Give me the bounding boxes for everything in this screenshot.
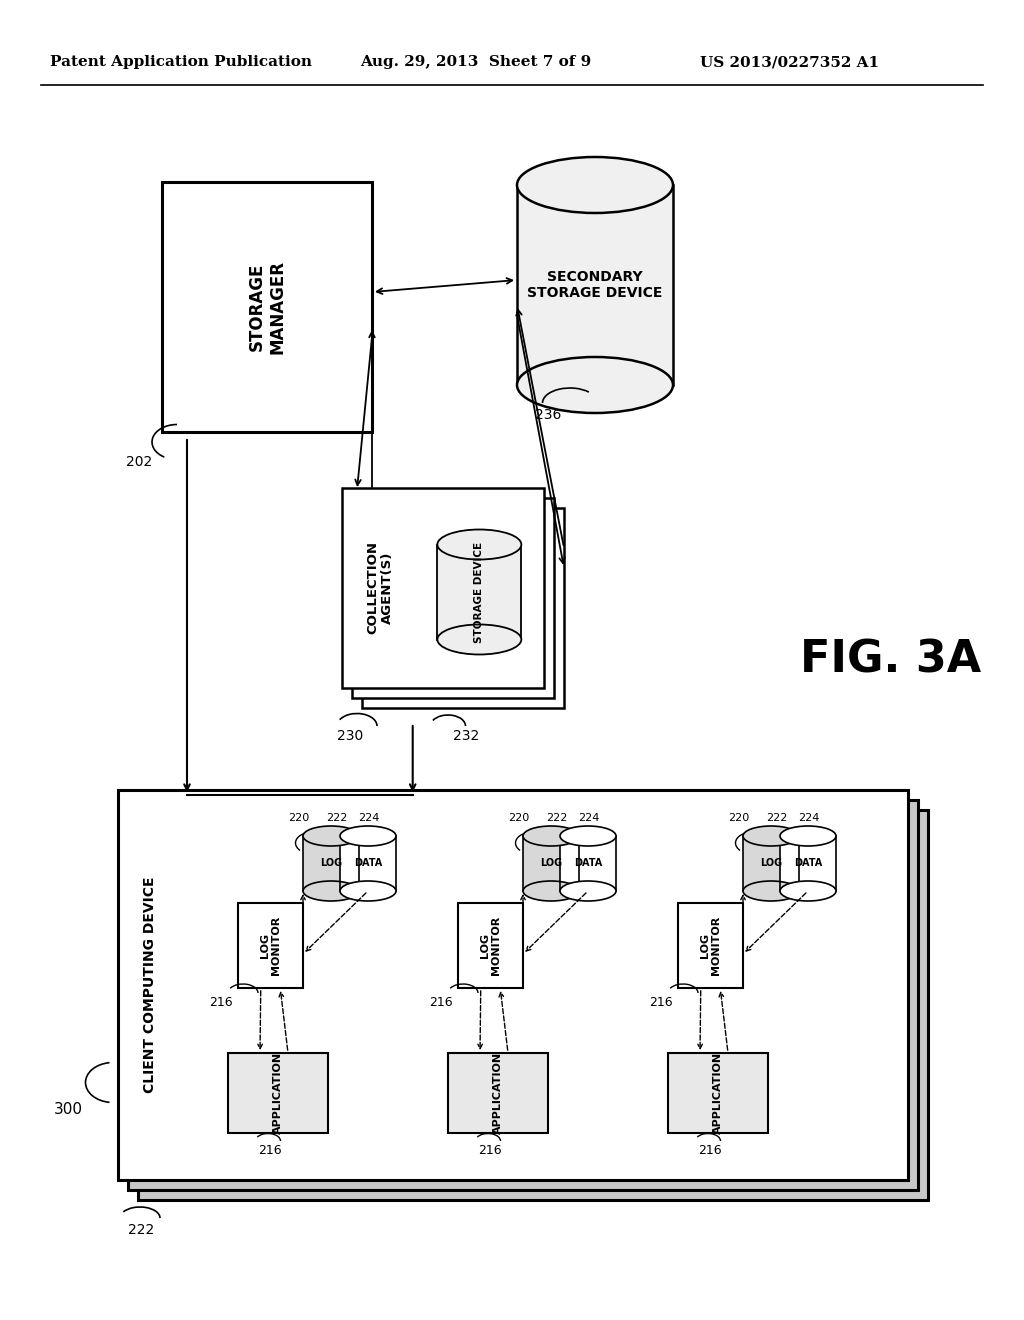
Text: DATA: DATA <box>354 858 382 869</box>
Text: DATA: DATA <box>573 858 602 869</box>
Text: 216: 216 <box>209 997 233 1010</box>
Text: DATA: DATA <box>794 858 822 869</box>
Bar <box>228 1053 328 1133</box>
Bar <box>449 1053 548 1133</box>
Text: 300: 300 <box>54 1102 83 1117</box>
Text: LOG
MONITOR: LOG MONITOR <box>479 916 502 975</box>
Text: 232: 232 <box>453 729 479 743</box>
Ellipse shape <box>437 529 521 560</box>
Ellipse shape <box>743 880 799 902</box>
Bar <box>342 488 544 688</box>
Text: 236: 236 <box>535 408 561 422</box>
Text: 224: 224 <box>798 813 819 822</box>
Ellipse shape <box>517 356 673 413</box>
Bar <box>238 903 303 987</box>
Ellipse shape <box>437 624 521 655</box>
Ellipse shape <box>303 826 359 846</box>
Bar <box>128 800 918 1191</box>
Bar <box>138 810 928 1200</box>
Bar <box>340 836 396 891</box>
Text: LOG: LOG <box>540 858 562 869</box>
Bar <box>743 836 799 891</box>
Text: Aug. 29, 2013  Sheet 7 of 9: Aug. 29, 2013 Sheet 7 of 9 <box>360 55 591 69</box>
Bar <box>162 182 372 432</box>
Bar <box>437 544 521 639</box>
Text: LOG: LOG <box>319 858 342 869</box>
Text: 216: 216 <box>698 1144 722 1158</box>
Text: 224: 224 <box>578 813 599 822</box>
Text: APPLICATION: APPLICATION <box>713 1052 723 1134</box>
Bar <box>678 903 743 987</box>
Bar <box>458 903 523 987</box>
Ellipse shape <box>560 880 616 902</box>
Ellipse shape <box>560 826 616 846</box>
Text: LOG
MONITOR: LOG MONITOR <box>260 916 282 975</box>
Text: 202: 202 <box>126 455 152 469</box>
Text: STORAGE
MANAGER: STORAGE MANAGER <box>248 260 287 354</box>
Ellipse shape <box>340 880 396 902</box>
Text: 222: 222 <box>128 1224 155 1237</box>
Text: 222: 222 <box>766 813 787 822</box>
Bar <box>668 1053 768 1133</box>
Bar <box>362 508 564 708</box>
Text: 216: 216 <box>429 997 453 1010</box>
Ellipse shape <box>780 826 836 846</box>
Ellipse shape <box>303 880 359 902</box>
Text: LOG
MONITOR: LOG MONITOR <box>699 916 721 975</box>
Text: 224: 224 <box>358 813 379 822</box>
Ellipse shape <box>780 880 836 902</box>
Text: SECONDARY
STORAGE DEVICE: SECONDARY STORAGE DEVICE <box>527 269 663 300</box>
Bar <box>303 836 359 891</box>
Ellipse shape <box>517 157 673 213</box>
Text: 216: 216 <box>649 997 673 1010</box>
Bar <box>517 185 673 385</box>
Bar <box>523 836 579 891</box>
Text: US 2013/0227352 A1: US 2013/0227352 A1 <box>700 55 880 69</box>
Ellipse shape <box>340 826 396 846</box>
Text: Patent Application Publication: Patent Application Publication <box>50 55 312 69</box>
Bar <box>780 836 836 891</box>
Text: 220: 220 <box>288 813 309 822</box>
Text: 216: 216 <box>258 1144 282 1158</box>
Text: 222: 222 <box>546 813 567 822</box>
Text: CLIENT COMPUTING DEVICE: CLIENT COMPUTING DEVICE <box>143 876 157 1093</box>
Text: 216: 216 <box>478 1144 502 1158</box>
Text: 220: 220 <box>508 813 529 822</box>
Bar <box>352 498 554 698</box>
Bar <box>560 836 616 891</box>
Text: 230: 230 <box>337 729 364 743</box>
Text: APPLICATION: APPLICATION <box>493 1052 503 1134</box>
Text: STORAGE DEVICE: STORAGE DEVICE <box>474 541 484 643</box>
Ellipse shape <box>523 880 579 902</box>
Ellipse shape <box>523 826 579 846</box>
Text: 220: 220 <box>728 813 750 822</box>
Text: COLLECTION
AGENT(S): COLLECTION AGENT(S) <box>366 541 394 635</box>
Text: LOG: LOG <box>760 858 782 869</box>
Bar <box>118 789 908 1180</box>
Ellipse shape <box>743 826 799 846</box>
Text: APPLICATION: APPLICATION <box>273 1052 283 1134</box>
Text: FIG. 3A: FIG. 3A <box>800 639 981 681</box>
Text: 222: 222 <box>326 813 347 822</box>
